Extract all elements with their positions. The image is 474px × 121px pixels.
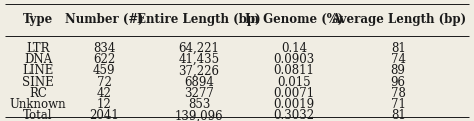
- Text: LTR: LTR: [26, 42, 50, 55]
- Text: Number (#): Number (#): [65, 13, 144, 26]
- Text: 89: 89: [391, 64, 406, 77]
- Text: 0.015: 0.015: [277, 76, 310, 89]
- Text: DNA: DNA: [24, 53, 52, 66]
- Text: SINE: SINE: [22, 76, 54, 89]
- Text: 0.0019: 0.0019: [273, 98, 314, 111]
- Text: 74: 74: [391, 53, 406, 66]
- Text: 78: 78: [391, 87, 406, 100]
- Text: 6894: 6894: [184, 76, 214, 89]
- Text: 72: 72: [97, 76, 112, 89]
- Text: 0.0903: 0.0903: [273, 53, 315, 66]
- Text: Total: Total: [23, 109, 53, 121]
- Text: 0.0811: 0.0811: [273, 64, 314, 77]
- Text: In Genome (%): In Genome (%): [245, 13, 343, 26]
- Text: 81: 81: [391, 109, 406, 121]
- Text: Type: Type: [23, 13, 53, 26]
- Text: 0.14: 0.14: [281, 42, 307, 55]
- Text: 96: 96: [391, 76, 406, 89]
- Text: 71: 71: [391, 98, 406, 111]
- Text: 37,226: 37,226: [179, 64, 219, 77]
- Text: 459: 459: [93, 64, 116, 77]
- Text: 64,221: 64,221: [179, 42, 219, 55]
- Text: 2041: 2041: [90, 109, 119, 121]
- Text: Entire Length (bp): Entire Length (bp): [137, 13, 261, 26]
- Text: 853: 853: [188, 98, 210, 111]
- Text: RC: RC: [29, 87, 47, 100]
- Text: 3277: 3277: [184, 87, 214, 100]
- Text: Average Length (bp): Average Length (bp): [330, 13, 466, 26]
- Text: Unknown: Unknown: [9, 98, 66, 111]
- Text: 12: 12: [97, 98, 112, 111]
- Text: 81: 81: [391, 42, 406, 55]
- Text: 41,435: 41,435: [179, 53, 219, 66]
- Text: 0.3032: 0.3032: [273, 109, 314, 121]
- Text: 622: 622: [93, 53, 115, 66]
- Text: 834: 834: [93, 42, 116, 55]
- Text: 0.0071: 0.0071: [273, 87, 314, 100]
- Text: 42: 42: [97, 87, 112, 100]
- Text: 139,096: 139,096: [175, 109, 223, 121]
- Text: LINE: LINE: [22, 64, 54, 77]
